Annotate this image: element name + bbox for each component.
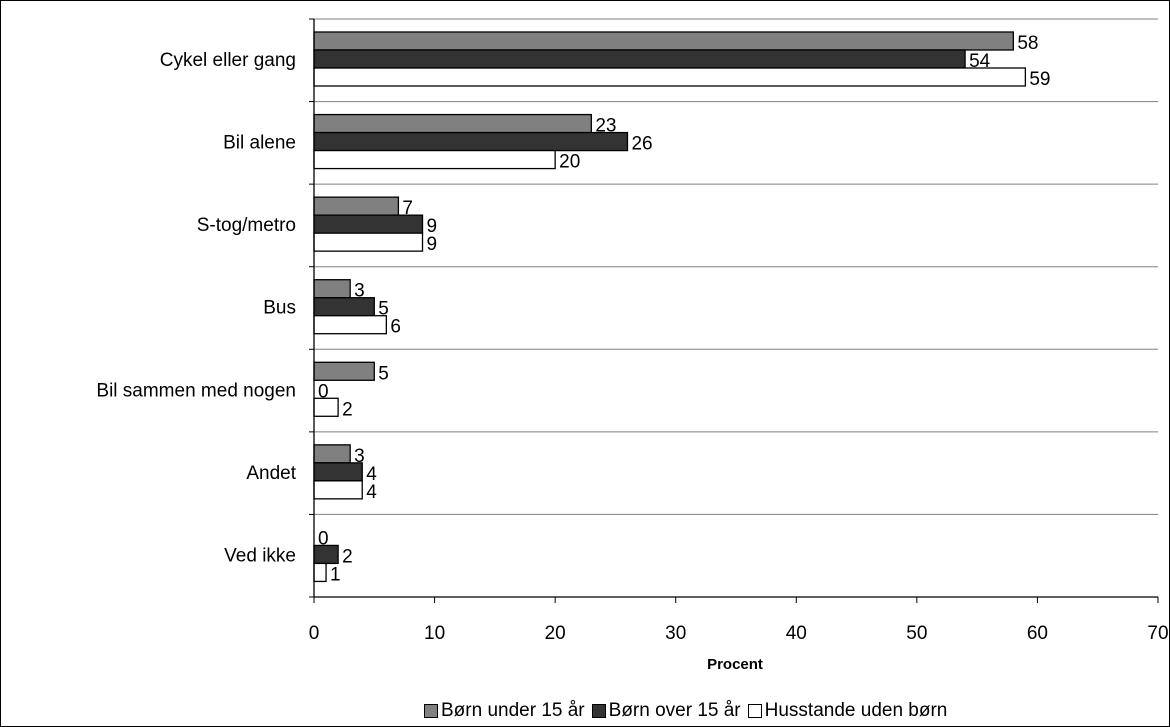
bar-value-label: 6 bbox=[390, 317, 401, 338]
x-tick-label: 70 bbox=[1147, 623, 1168, 644]
bars bbox=[314, 32, 1025, 581]
x-axis-title: Procent bbox=[707, 656, 763, 673]
bar bbox=[314, 197, 398, 215]
bar-value-label: 23 bbox=[595, 116, 616, 137]
bar-value-label: 20 bbox=[559, 152, 580, 173]
legend-item: Børn over 15 år bbox=[592, 700, 741, 722]
bar-value-label: 54 bbox=[969, 51, 991, 72]
bar bbox=[314, 316, 386, 334]
x-tick-label: 0 bbox=[309, 623, 320, 644]
bar-value-label: 58 bbox=[1017, 33, 1038, 54]
legend-swatch bbox=[748, 704, 762, 718]
bar-value-label: 5 bbox=[378, 363, 389, 384]
category-label: Andet bbox=[246, 463, 296, 484]
x-tick-label: 60 bbox=[1027, 623, 1048, 644]
legend-label: Børn over 15 år bbox=[609, 700, 741, 722]
legend-item: Husstande uden børn bbox=[748, 700, 948, 722]
bar-value-label: 4 bbox=[366, 482, 377, 503]
bar bbox=[314, 481, 362, 499]
axes bbox=[309, 19, 1158, 603]
bar-value-label: 3 bbox=[354, 281, 365, 302]
bar bbox=[314, 68, 1025, 86]
category-label: Bus bbox=[263, 298, 296, 319]
bar-value-label: 7 bbox=[402, 198, 413, 219]
bar-value-label: 0 bbox=[318, 381, 329, 402]
bar bbox=[314, 445, 350, 463]
legend-label: Husstande uden børn bbox=[765, 700, 948, 722]
bar bbox=[314, 362, 374, 380]
bar-value-label: 59 bbox=[1029, 69, 1050, 90]
bar bbox=[314, 151, 555, 169]
bar bbox=[314, 233, 423, 251]
x-tick-label: 30 bbox=[665, 623, 686, 644]
bar-value-label: 3 bbox=[354, 446, 365, 467]
bar-value-label: 1 bbox=[330, 564, 341, 585]
x-tick-label: 10 bbox=[424, 623, 445, 644]
bar-value-label: 5 bbox=[378, 299, 389, 320]
category-label: Bil sammen med nogen bbox=[96, 380, 296, 401]
category-label: Bil alene bbox=[223, 133, 296, 154]
bar-value-label: 26 bbox=[631, 134, 652, 155]
legend-label: Børn under 15 år bbox=[441, 700, 585, 722]
bar-value-label: 2 bbox=[342, 399, 353, 420]
category-label: S-tog/metro bbox=[197, 215, 296, 236]
bar-value-label: 0 bbox=[318, 528, 329, 549]
gridlines bbox=[314, 19, 1158, 514]
bar bbox=[314, 50, 965, 68]
x-tick-label: 50 bbox=[906, 623, 927, 644]
category-label: Ved ikke bbox=[224, 545, 296, 566]
bar bbox=[314, 32, 1013, 50]
bar bbox=[314, 280, 350, 298]
bar bbox=[314, 563, 326, 581]
category-label: Cykel eller gang bbox=[160, 50, 296, 71]
bar-value-label: 9 bbox=[427, 234, 438, 255]
legend-swatch bbox=[592, 704, 606, 718]
legend: Børn under 15 år Børn over 15 år Husstande… bbox=[424, 698, 954, 724]
bar-value-label: 2 bbox=[342, 546, 353, 567]
bar bbox=[314, 115, 591, 133]
bar bbox=[314, 133, 627, 151]
x-tick-label: 20 bbox=[545, 623, 566, 644]
legend-swatch bbox=[424, 704, 438, 718]
legend-item: Børn under 15 år bbox=[424, 700, 585, 722]
x-tick-label: 40 bbox=[786, 623, 807, 644]
bar bbox=[314, 298, 374, 316]
